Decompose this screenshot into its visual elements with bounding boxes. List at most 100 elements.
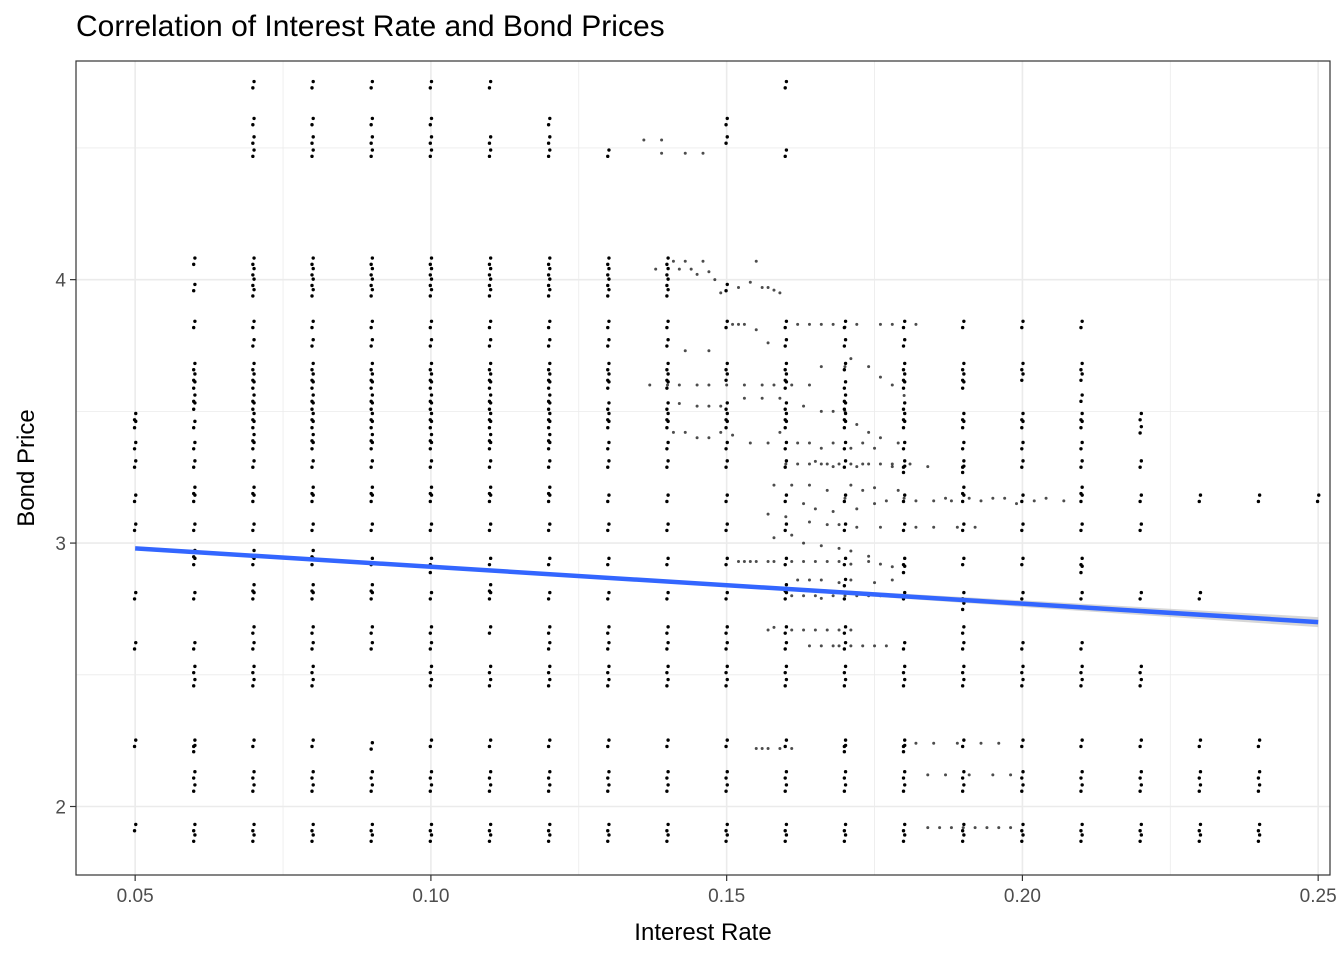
data-point [1009, 773, 1013, 777]
data-point [1138, 839, 1142, 843]
data-point [960, 528, 965, 533]
data-point [370, 256, 375, 260]
data-point [1198, 783, 1203, 787]
data-point [1079, 684, 1083, 688]
data-point [252, 522, 256, 526]
data-point [843, 577, 848, 582]
data-point [428, 294, 433, 298]
data-point [429, 135, 434, 139]
data-point [772, 625, 776, 629]
data-point [607, 783, 611, 787]
data-point [784, 770, 789, 774]
data-point [251, 386, 255, 390]
data-point [695, 404, 699, 408]
data-point [831, 594, 835, 598]
data-point [310, 776, 314, 780]
data-point [251, 528, 255, 533]
data-point [311, 411, 315, 416]
data-point [748, 441, 752, 445]
data-point [428, 154, 433, 159]
data-point [665, 418, 669, 422]
data-point [251, 141, 255, 145]
data-point [843, 325, 847, 329]
data-point [962, 640, 966, 645]
data-point [428, 439, 433, 443]
data-point [428, 491, 433, 496]
data-point [548, 411, 552, 416]
data-point [548, 393, 552, 397]
data-point [132, 447, 137, 451]
data-point [252, 372, 256, 376]
data-point [487, 528, 492, 533]
x-tick-label: 0.20 [1004, 886, 1041, 907]
data-point [666, 256, 670, 260]
data-point [903, 459, 907, 463]
data-point [962, 833, 966, 837]
data-point [370, 361, 375, 366]
data-point [796, 462, 800, 466]
data-point [1139, 522, 1144, 526]
data-point [310, 86, 314, 90]
data-point [724, 325, 728, 330]
data-point [666, 640, 670, 645]
data-point [783, 447, 787, 451]
data-point [962, 485, 966, 489]
data-point [724, 123, 728, 127]
data-point [548, 485, 552, 489]
data-point [796, 441, 800, 445]
data-point [429, 287, 434, 292]
data-point [660, 151, 664, 155]
data-point [252, 148, 256, 152]
data-point [251, 294, 255, 298]
data-point [903, 640, 907, 645]
data-point [914, 322, 918, 326]
data-point [607, 361, 611, 366]
data-point [666, 459, 670, 463]
data-point [666, 770, 670, 774]
data-point [370, 432, 375, 437]
data-point [193, 522, 197, 526]
data-point [370, 833, 375, 837]
data-point [784, 462, 788, 466]
data-point [370, 582, 375, 587]
data-point [842, 344, 847, 348]
data-point [488, 361, 493, 366]
data-point [1197, 499, 1201, 504]
panel-border [75, 60, 1331, 876]
data-point [488, 485, 493, 489]
data-point [843, 677, 848, 682]
data-point [251, 744, 255, 749]
data-point [666, 277, 670, 281]
data-point [783, 562, 787, 567]
data-point [1079, 465, 1083, 469]
data-point [665, 647, 669, 651]
data-point [310, 789, 314, 793]
data-point [725, 411, 729, 416]
data-point [784, 319, 789, 323]
data-point [784, 361, 789, 366]
data-point [1079, 378, 1083, 382]
data-point [1080, 677, 1084, 682]
data-point [783, 670, 787, 675]
data-point [548, 432, 552, 437]
data-point [961, 826, 965, 830]
data-point [548, 625, 552, 629]
data-point [725, 770, 729, 774]
data-point [855, 322, 859, 326]
data-point [784, 582, 789, 587]
data-point [1139, 833, 1144, 837]
data-point [192, 289, 196, 293]
data-point [932, 525, 936, 529]
data-point [546, 344, 551, 348]
data-point [1021, 664, 1025, 669]
data-point [370, 372, 375, 376]
data-point [488, 459, 493, 463]
data-point [772, 483, 776, 487]
data-point [311, 393, 315, 397]
data-point [1139, 783, 1144, 787]
data-point [855, 423, 859, 427]
data-point [607, 338, 611, 342]
data-point [546, 378, 551, 382]
data-point [842, 647, 847, 651]
data-point [429, 459, 434, 463]
